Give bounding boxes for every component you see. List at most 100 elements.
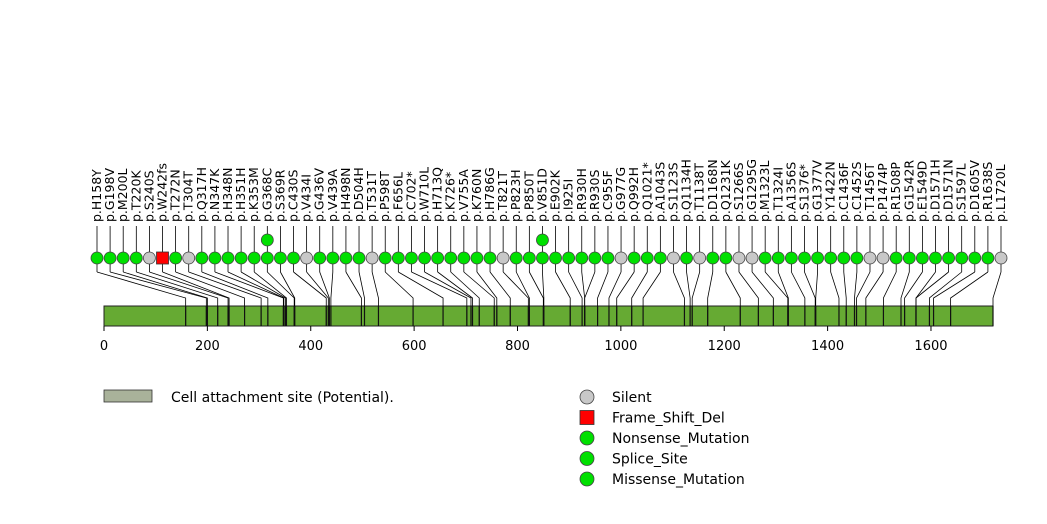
- mutation-label: p.C1452S: [849, 162, 864, 222]
- mutation-head-silent[interactable]: [732, 251, 746, 265]
- mutation-head-missense-mutation[interactable]: [942, 251, 955, 265]
- mutation-head-missense-mutation[interactable]: [719, 251, 733, 265]
- mutation-head-silent[interactable]: [667, 251, 680, 265]
- mutation-head-missense-mutation[interactable]: [522, 251, 536, 265]
- mutation-label: p.H348N: [220, 167, 235, 222]
- mutation-head-missense-mutation[interactable]: [915, 251, 929, 265]
- mutation-head-missense-mutation[interactable]: [837, 251, 851, 265]
- mutation-head-missense-mutation[interactable]: [549, 251, 562, 265]
- mutation-head-missense-mutation[interactable]: [326, 251, 340, 265]
- legend-domain-label: Cell attachment site (Potential).: [171, 390, 394, 406]
- mutation-label: p.D1571N: [941, 159, 956, 222]
- legend-swatch: [579, 471, 595, 487]
- axis-tick-label: 1400: [811, 339, 844, 354]
- mutation-head-missense-mutation[interactable]: [208, 251, 222, 265]
- mutation-head-missense-mutation[interactable]: [457, 251, 471, 265]
- mutation-head-missense-mutation[interactable]: [103, 251, 117, 265]
- mutation-head-silent[interactable]: [182, 251, 196, 265]
- mutation-head-missense-mutation[interactable]: [169, 251, 183, 265]
- mutation-head-silent[interactable]: [863, 251, 877, 265]
- mutation-head-nonsense-mutation[interactable]: [798, 251, 811, 265]
- legend-swatch: [579, 451, 595, 466]
- mutation-head-missense-mutation[interactable]: [929, 251, 942, 265]
- mutation-head-missense-mutation[interactable]: [968, 251, 982, 265]
- mutation-head-frameshift[interactable]: [156, 251, 169, 265]
- mutation-head-missense-mutation[interactable]: [955, 251, 969, 265]
- mutation-head-silent[interactable]: [745, 251, 759, 265]
- mutation-head-missense-mutation[interactable]: [575, 251, 589, 265]
- mutation-head-missense-mutation[interactable]: [352, 251, 366, 265]
- mutation-head-missense-mutation[interactable]: [902, 251, 916, 265]
- mutation-head-missense-mutation[interactable]: [889, 251, 903, 265]
- mutation-head-missense-mutation[interactable]: [313, 251, 327, 265]
- axis-tick-label: 1200: [708, 339, 741, 354]
- mutation-head-silent[interactable]: [614, 251, 628, 265]
- mutation-head-missense-mutation[interactable]: [195, 251, 209, 265]
- mutation-connector: [992, 271, 1002, 326]
- mutation-head-missense-mutation[interactable]: [627, 251, 641, 265]
- mutation-head-nonsense-mutation[interactable]: [405, 251, 418, 265]
- mutation-head-missense-mutation[interactable]: [653, 251, 667, 265]
- mutation-head-silent[interactable]: [994, 251, 1008, 265]
- mutation-head-missense-mutation[interactable]: [470, 251, 484, 265]
- mutation-head-missense-mutation[interactable]: [260, 251, 274, 265]
- mutation-head-missense-mutation[interactable]: [536, 251, 549, 265]
- mutation-head-missense-mutation[interactable]: [536, 233, 549, 247]
- mutation-label: p.G198V: [102, 168, 117, 222]
- mutation-head-missense-mutation[interactable]: [260, 233, 274, 247]
- mutation-head-missense-mutation[interactable]: [287, 251, 300, 265]
- mutation-head-missense-mutation[interactable]: [706, 251, 720, 265]
- mutation-label: p.T272N: [168, 169, 183, 222]
- mutation-label: p.W710L: [417, 167, 432, 222]
- mutation-head-silent[interactable]: [496, 251, 510, 265]
- mutation-head-missense-mutation[interactable]: [116, 251, 130, 265]
- mutation-head-missense-mutation[interactable]: [234, 251, 248, 265]
- mutation-label: p.V755A: [456, 169, 471, 222]
- mutation-head-missense-mutation[interactable]: [758, 251, 772, 265]
- mutation-head-missense-mutation[interactable]: [771, 251, 785, 265]
- mutation-label: p.Q317H: [194, 167, 209, 222]
- mutation-label: p.D1571H: [927, 159, 942, 222]
- mutation-head-silent[interactable]: [365, 251, 379, 265]
- mutation-head-silent[interactable]: [300, 251, 314, 265]
- mutation-head-nonsense-mutation[interactable]: [444, 251, 458, 265]
- mutation-head-missense-mutation[interactable]: [129, 251, 143, 265]
- mutation-head-missense-mutation[interactable]: [784, 251, 798, 265]
- mutation-head-silent[interactable]: [143, 251, 156, 265]
- legend-domain-swatch: [103, 389, 153, 403]
- mutation-head-missense-mutation[interactable]: [811, 251, 824, 265]
- connector-lines: [96, 271, 1002, 326]
- mutation-label: p.R930S: [587, 170, 602, 222]
- mutation-label: p.T531T: [364, 171, 379, 222]
- mutation-head-missense-mutation[interactable]: [339, 251, 353, 265]
- mutation-head-missense-mutation[interactable]: [418, 251, 431, 265]
- mutation-head-missense-mutation[interactable]: [247, 251, 261, 265]
- mutation-head-missense-mutation[interactable]: [981, 251, 995, 265]
- mutation-head-missense-mutation[interactable]: [274, 251, 287, 265]
- mutation-head-missense-mutation[interactable]: [221, 251, 235, 265]
- mutation-head-missense-mutation[interactable]: [391, 251, 405, 265]
- mutation-head-silent[interactable]: [693, 251, 707, 265]
- x-axis: 0 200 400 600 800 1000 1200 1400 1600: [100, 326, 948, 354]
- mutation-head-missense-mutation[interactable]: [824, 251, 838, 265]
- legend: Cell attachment site (Potential). Silent F…: [103, 389, 749, 488]
- mutation-label: p.M200L: [115, 168, 130, 222]
- mutation-head-missense-mutation[interactable]: [680, 251, 693, 265]
- mutation-head-missense-mutation[interactable]: [562, 251, 576, 265]
- mutation-head-missense-mutation[interactable]: [483, 251, 497, 265]
- mutation-head-missense-mutation[interactable]: [588, 251, 602, 265]
- legend-swatch: [579, 410, 595, 425]
- protein-bar-group: [103, 305, 994, 327]
- axis-tick-label: 800: [505, 339, 530, 354]
- mutation-label: p.S1266S: [731, 162, 746, 222]
- mutation-head-missense-mutation[interactable]: [850, 251, 864, 265]
- mutation-head-missense-mutation[interactable]: [509, 251, 523, 265]
- mutation-head-missense-mutation[interactable]: [431, 251, 445, 265]
- mutation-label: p.T821T: [495, 171, 510, 222]
- mutation-head-missense-mutation[interactable]: [378, 251, 392, 265]
- mutation-head-missense-mutation[interactable]: [601, 251, 615, 265]
- mutation-head-silent[interactable]: [876, 251, 890, 265]
- mutation-head-nonsense-mutation[interactable]: [640, 251, 654, 265]
- legend-swatch: [579, 430, 595, 446]
- mutation-head-missense-mutation[interactable]: [90, 251, 104, 265]
